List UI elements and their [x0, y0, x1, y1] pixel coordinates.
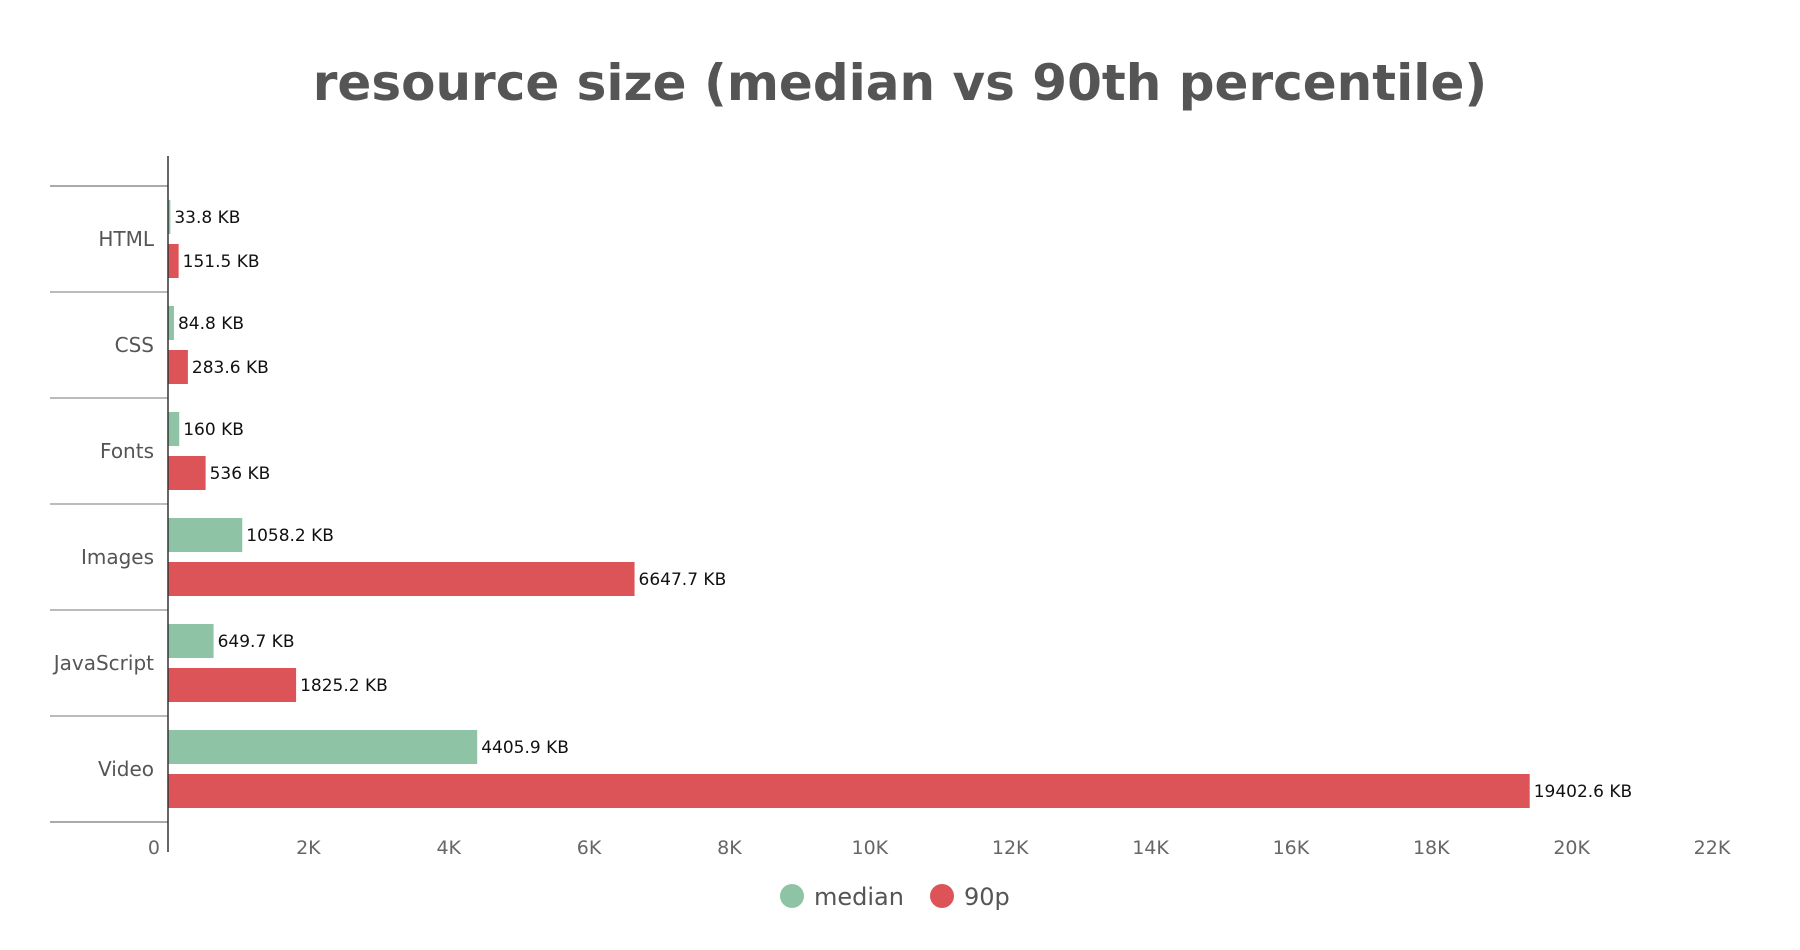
- x-axis-ticks: 0 2K 4K 6K 8K 10K 12K 14K 16K 18K 20K 22K: [148, 837, 1731, 859]
- x-tick-label: 8K: [717, 837, 742, 859]
- bar-median-fonts[interactable]: [168, 412, 180, 446]
- x-tick-label: 16K: [1273, 837, 1310, 859]
- data-label: 6647.7 KB: [639, 570, 727, 590]
- data-label: 19402.6 KB: [1534, 782, 1633, 802]
- legend[interactable]: median 90p: [780, 883, 1010, 911]
- bar-90p-images[interactable]: [168, 562, 635, 596]
- legend-swatch: [780, 884, 804, 908]
- data-label: 1058.2 KB: [246, 526, 334, 546]
- x-tick-label: 22K: [1694, 837, 1731, 859]
- data-label: 649.7 KB: [218, 632, 295, 652]
- bar-90p-css[interactable]: [168, 350, 188, 384]
- category-separators: [50, 185, 168, 823]
- data-labels-group: 33.8 KB 151.5 KB 84.8 KB 283.6 KB 160 KB 536 …: [174, 208, 1632, 802]
- data-label: 160 KB: [183, 420, 244, 440]
- data-label: 84.8 KB: [178, 314, 244, 334]
- category-label: Fonts: [100, 439, 154, 463]
- x-tick-label: 18K: [1413, 837, 1450, 859]
- category-label: Video: [98, 757, 154, 781]
- chart-title: resource size (median vs 90th percentile…: [313, 54, 1487, 112]
- bar-90p-fonts[interactable]: [168, 456, 206, 490]
- bar-median-css[interactable]: [168, 306, 174, 340]
- category-label: CSS: [115, 333, 154, 357]
- data-label: 33.8 KB: [174, 208, 240, 228]
- x-tick-label: 12K: [992, 837, 1029, 859]
- bar-median-images[interactable]: [168, 518, 243, 552]
- bars-group: [168, 200, 1530, 808]
- x-tick-label: 6K: [577, 837, 602, 859]
- category-label: HTML: [98, 227, 155, 251]
- data-label: 4405.9 KB: [481, 738, 569, 758]
- bar-median-html[interactable]: [168, 200, 171, 234]
- x-tick-label: 20K: [1553, 837, 1590, 859]
- legend-label: 90p: [964, 883, 1010, 911]
- x-tick-label: 14K: [1132, 837, 1169, 859]
- x-tick-label: 4K: [436, 837, 461, 859]
- bar-median-javascript[interactable]: [168, 624, 214, 658]
- category-label: Images: [81, 545, 154, 569]
- x-tick-label: 2K: [296, 837, 321, 859]
- data-label: 151.5 KB: [183, 252, 260, 272]
- category-labels-group: HTML CSS Fonts Images JavaScript Video: [52, 227, 155, 781]
- data-label: 1825.2 KB: [300, 676, 388, 696]
- data-label: 283.6 KB: [192, 358, 269, 378]
- category-label: JavaScript: [52, 651, 154, 675]
- data-label: 536 KB: [210, 464, 271, 484]
- bar-90p-html[interactable]: [168, 244, 179, 278]
- bar-90p-video[interactable]: [168, 774, 1530, 808]
- bar-90p-javascript[interactable]: [168, 668, 297, 702]
- legend-item-median[interactable]: median: [780, 883, 904, 911]
- legend-item-90p[interactable]: 90p: [930, 883, 1010, 911]
- legend-swatch: [930, 884, 954, 908]
- x-tick-label: 0: [148, 837, 160, 859]
- x-tick-label: 10K: [851, 837, 888, 859]
- legend-label: median: [814, 883, 904, 911]
- bar-median-video[interactable]: [168, 730, 478, 764]
